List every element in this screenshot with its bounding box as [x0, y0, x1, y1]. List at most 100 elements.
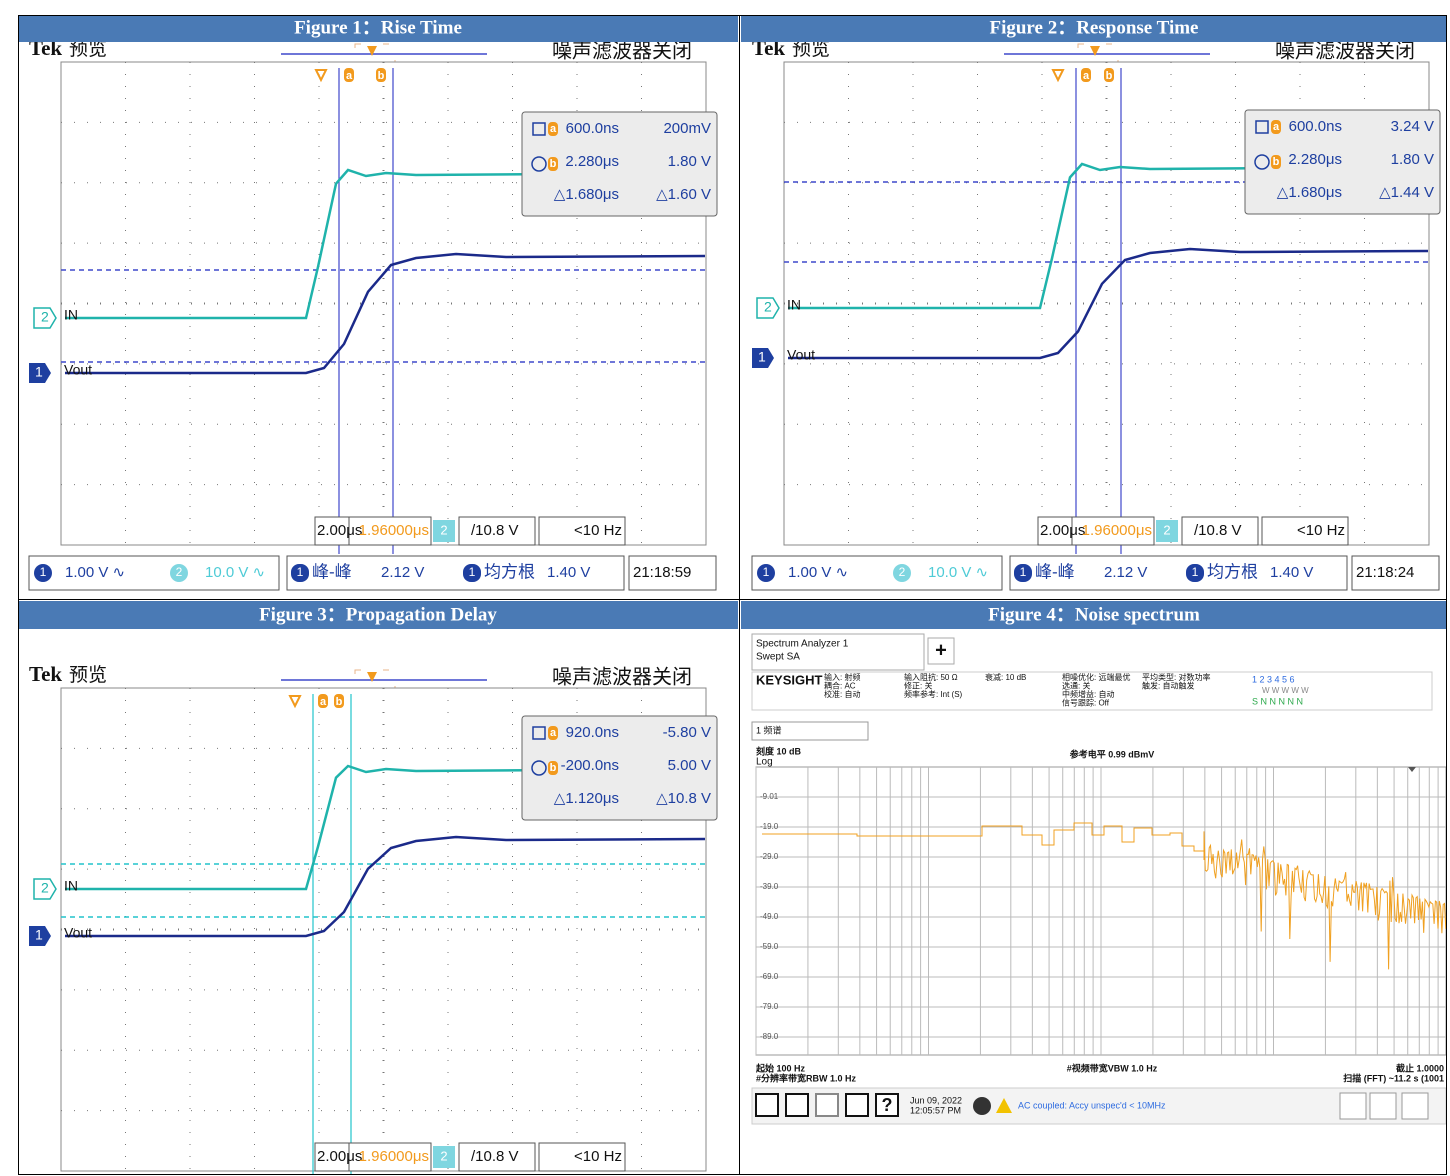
cursor-marker-label: a	[550, 727, 557, 739]
status-box	[348, 1142, 432, 1172]
readout-symbol	[531, 156, 547, 172]
cursor-marker-label: b	[336, 696, 343, 708]
channel-number: 1	[40, 565, 47, 579]
trigger-marker	[1051, 69, 1065, 83]
trigger-level: /10.8 V	[471, 522, 519, 539]
status-box	[1037, 516, 1073, 546]
cursor-marker	[548, 761, 558, 775]
readout-voltage: 3.24 V	[1391, 118, 1434, 135]
channel-number: 2	[440, 522, 447, 537]
readout-time: 600.0ns	[566, 120, 619, 137]
timebase: 2.00μs	[1040, 522, 1085, 539]
waveform-out	[788, 247, 1429, 360]
toolbar-button[interactable]	[755, 1093, 779, 1117]
channel-name: IN	[64, 878, 78, 894]
trace-numbers: 1 2 3 4 5 6	[1252, 674, 1295, 684]
channel-badge	[433, 520, 455, 542]
cursor-marker-label: a	[1273, 121, 1280, 133]
figure-panel: Spectrum Analyzer 1 Swept SA + KEYSIGHT 输入: …	[751, 633, 1446, 1125]
trigger-frequency: <10 Hz	[1297, 522, 1345, 539]
readout-voltage: 5.00 V	[668, 757, 711, 774]
channel-name: Vout	[64, 925, 92, 941]
channel-number: 2	[440, 1148, 447, 1163]
channel-badge	[893, 564, 911, 582]
oscilloscope: Tek 预览 噪声滤波器关闭 a b 2 IN 1 Vout a b 600.0ns 200mV 2.28…	[28, 36, 718, 591]
setting: 信号跟踪: Off	[1062, 698, 1110, 708]
position: 1.96000μs	[1082, 522, 1152, 539]
channel-number: 2	[41, 309, 49, 325]
cursor-marker	[548, 122, 558, 136]
window-name: Spectrum Analyzer 1	[756, 639, 849, 650]
position: 1.96000μs	[359, 522, 429, 539]
add-button[interactable]	[927, 637, 955, 665]
toolbar-button[interactable]	[815, 1093, 839, 1117]
toolbar-button[interactable]	[1339, 1092, 1367, 1120]
setting: 校准: 自动	[824, 689, 860, 699]
status-box	[286, 555, 625, 591]
channel-number: 1	[758, 349, 766, 365]
cursor-marker	[1081, 68, 1091, 82]
scale-type: Log	[756, 757, 773, 768]
y-label: -19.0	[760, 822, 779, 831]
trigger-level: /10.8 V	[1194, 522, 1242, 539]
channel-badge	[291, 564, 309, 582]
trigger-marker	[367, 672, 377, 682]
timebase: 2.00μs	[317, 1148, 362, 1165]
measurement-name: 峰-峰	[1035, 562, 1075, 581]
help-button: ?	[882, 1095, 893, 1115]
readout-symbol	[1255, 120, 1269, 134]
channel-number: 1	[763, 565, 770, 579]
cursor-marker-label: b	[550, 762, 557, 774]
channel-badge	[757, 564, 775, 582]
toolbar-button[interactable]	[875, 1093, 899, 1117]
readout-time: 920.0ns	[566, 724, 619, 741]
channel-number: 2	[176, 565, 183, 579]
caption-bar	[741, 15, 1447, 42]
channel-name: Vout	[787, 347, 815, 363]
channel-tag	[756, 297, 780, 319]
y-label: -89.0	[760, 1032, 779, 1041]
measurement-value: 2.12 V	[381, 564, 424, 581]
setting: 输入阻抗: 50 Ω	[904, 672, 958, 682]
date: Jun 09, 2022	[910, 1095, 962, 1105]
channel-number: 1	[469, 565, 476, 579]
channel-number: 2	[41, 880, 49, 896]
y-label: -59.0	[760, 942, 779, 951]
toolbar-button[interactable]	[1369, 1092, 1397, 1120]
setting: 耦合: AC	[824, 681, 856, 691]
settings-bar	[751, 671, 1433, 711]
status-box	[1261, 516, 1349, 546]
y-label: -29.0	[760, 852, 779, 861]
stop-frequency: 截止 1.0000	[1396, 1062, 1444, 1073]
channel-number: 2	[764, 299, 772, 315]
scale: 刻度 10 dB	[756, 745, 802, 756]
brand: Tek	[29, 36, 62, 60]
channel-badge	[433, 1146, 455, 1168]
readout-voltage: 1.80 V	[1391, 151, 1434, 168]
measurement-value: 1.40 V	[1270, 564, 1313, 581]
brand: Tek	[752, 36, 785, 60]
toolbar-button[interactable]	[1401, 1092, 1429, 1120]
cursor-marker-label: a	[1083, 70, 1090, 82]
cursor-marker	[1271, 155, 1281, 169]
mode: Swept SA	[756, 652, 800, 663]
readout-voltage: 1.80 V	[668, 153, 711, 170]
status-box	[458, 1142, 536, 1172]
caption: Figure 2：Response Time	[989, 17, 1198, 38]
channel-badge	[1156, 520, 1178, 542]
view-selector[interactable]	[751, 721, 869, 741]
add-button-label: +	[935, 639, 947, 661]
cursor-marker-label: a	[320, 696, 327, 708]
status-box	[28, 555, 280, 591]
cursor-marker-label: b	[378, 70, 385, 82]
mode: 预览	[69, 664, 107, 686]
reference-level: 参考电平 0.99 dBmV	[1070, 748, 1155, 759]
setting: 输入: 射频	[824, 672, 860, 682]
toolbar-button[interactable]	[845, 1093, 869, 1117]
toolbar-button[interactable]	[785, 1093, 809, 1117]
readout-symbol	[531, 760, 547, 776]
window-selector[interactable]	[751, 633, 925, 671]
status-box	[348, 516, 432, 546]
detectors: S N N N N N	[1252, 696, 1303, 706]
caption: Figure 3：Propagation Delay	[259, 604, 497, 625]
